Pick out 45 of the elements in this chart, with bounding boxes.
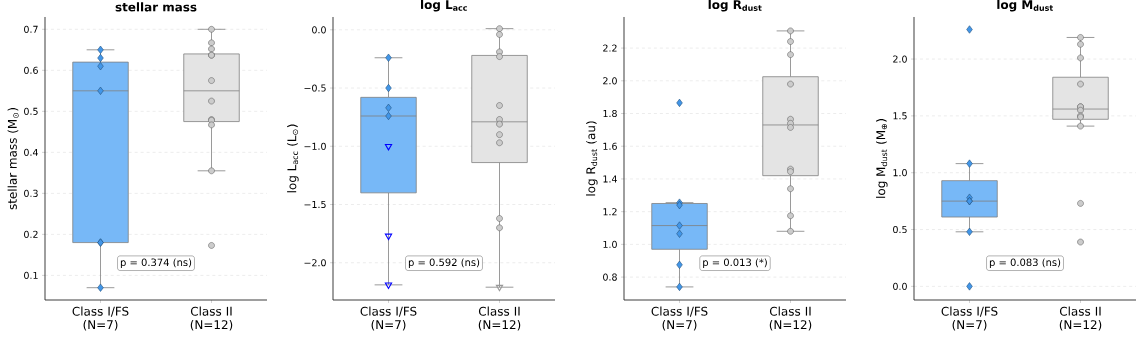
y-axis-title: log L$_{acc}$ (L$_{⊙}$) bbox=[287, 124, 299, 193]
annotation: p = 0.374 (ns) bbox=[120, 258, 192, 269]
y-tick-label: 0.7 bbox=[24, 25, 38, 33]
annotation: p = 0.013 (*) bbox=[703, 258, 767, 269]
y-tick-label: −1.5 bbox=[304, 200, 326, 209]
x-tick-label: Class I/FS (N=7) bbox=[360, 306, 417, 331]
y-tick-label: 0.2 bbox=[24, 230, 38, 238]
y-tick-label: 2.0 bbox=[603, 77, 617, 85]
y-tick-label: 1.0 bbox=[893, 169, 907, 177]
chart-title: log R$_{dust}$ bbox=[708, 0, 762, 12]
annotation: p = 0.592 (ns) bbox=[408, 258, 480, 269]
y-tick-label: 0.0 bbox=[312, 26, 326, 34]
x-tick-label: Class I/FS (N=7) bbox=[651, 306, 708, 331]
x-tick-label: Class II (N=12) bbox=[478, 306, 521, 331]
y-tick-label: 0.8 bbox=[603, 273, 617, 281]
y-tick-label: −0.5 bbox=[304, 84, 326, 92]
y-axis-title: log R$_{dust}$ (au) bbox=[586, 121, 598, 196]
chart-title: stellar mass bbox=[115, 2, 197, 12]
y-tick-label: −1.0 bbox=[304, 142, 326, 150]
y-axis-title: log M$_{dust}$ (M$_{⊕}$) bbox=[876, 119, 888, 198]
y-tick-label: 0.5 bbox=[893, 225, 907, 234]
y-axis-title: stellar mass (M$_{⊙}$) bbox=[7, 108, 19, 210]
y-tick-label: 1.0 bbox=[603, 240, 617, 248]
y-tick-label: 1.4 bbox=[603, 175, 617, 183]
y-tick-label: 2.0 bbox=[893, 55, 907, 63]
y-tick-label: 1.5 bbox=[893, 112, 907, 120]
y-tick-label: −2.0 bbox=[304, 259, 326, 267]
x-tick-label: Class I/FS (N=7) bbox=[72, 306, 129, 331]
y-tick-label: 0.0 bbox=[893, 282, 907, 290]
x-tick-label: Class II (N=12) bbox=[190, 306, 233, 331]
y-tick-label: 0.6 bbox=[24, 66, 38, 74]
y-tick-label: 1.6 bbox=[603, 142, 617, 150]
y-tick-label: 0.4 bbox=[24, 148, 38, 156]
x-tick-label: Class I/FS (N=7) bbox=[941, 306, 998, 331]
y-tick-label: 2.2 bbox=[603, 44, 617, 52]
x-tick-label: Class II (N=12) bbox=[769, 306, 812, 331]
y-tick-label: 1.8 bbox=[603, 109, 617, 118]
y-tick-label: 1.2 bbox=[603, 208, 617, 216]
y-tick-label: 0.5 bbox=[24, 107, 38, 115]
x-tick-label: Class II (N=12) bbox=[1059, 306, 1102, 331]
annotation: p = 0.083 (ns) bbox=[989, 258, 1061, 269]
y-tick-label: 0.3 bbox=[24, 189, 38, 197]
chart-title: log L$_{acc}$ bbox=[421, 0, 467, 12]
chart-title: log M$_{dust}$ bbox=[997, 0, 1054, 12]
y-tick-label: 0.1 bbox=[24, 271, 38, 279]
